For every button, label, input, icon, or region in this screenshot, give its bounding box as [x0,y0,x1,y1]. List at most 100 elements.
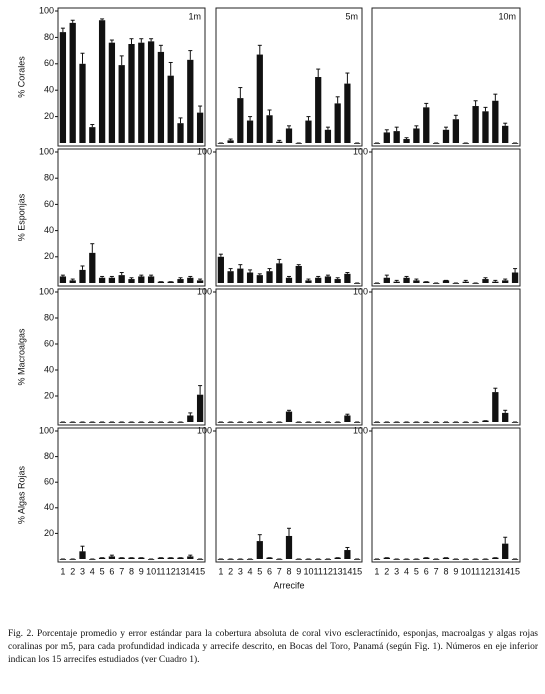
bar [59,276,67,283]
x-tick-label: 15 [352,566,362,576]
panel-title: 5m [345,11,358,21]
bar [266,115,273,143]
x-tick-label: 11 [471,566,480,576]
x-tick-label: 7 [434,566,439,576]
y-tick-label: 100 [197,425,212,435]
panel-title: 10m [498,11,516,21]
bar [502,543,509,559]
x-tick-label: 12 [323,566,333,576]
x-tick-label: 7 [277,566,282,576]
bar [167,557,174,559]
bar [482,111,489,143]
panel-frame [215,427,363,563]
bar [511,272,519,283]
bar [217,256,224,283]
bar [413,128,420,143]
bar [344,83,351,143]
bar [128,279,135,283]
y-tick-label: 100 [353,425,368,435]
bar [305,120,312,143]
x-tick-label: 15 [510,566,520,576]
y-tick-label: 100 [39,146,54,156]
y-tick-label: 40 [44,364,54,374]
x-tick-label: 1 [218,566,223,576]
y-tick-label: 20 [44,111,54,121]
bar [187,556,194,559]
bar [502,280,509,283]
bar [266,271,273,283]
y-tick-label: 20 [44,390,54,400]
bar [285,411,293,422]
bar [98,20,106,144]
x-tick-label: 9 [296,566,301,576]
x-tick-label: 1 [374,566,379,576]
bar [138,276,145,283]
bar [157,281,165,283]
x-tick-label: 6 [424,566,429,576]
x-tick-label: 10 [146,566,156,576]
y-tick-label: 60 [44,477,54,487]
x-tick-label: 7 [119,566,124,576]
bar [334,557,341,559]
bar [177,557,184,559]
bar [472,106,479,143]
bar [157,51,165,143]
bar [492,392,499,422]
bar [492,281,499,283]
bar [334,279,341,283]
panel-frame [57,7,206,147]
bar [383,132,390,143]
bar [285,128,293,143]
x-tick-label: 13 [333,566,343,576]
y-tick-label: 80 [44,173,54,183]
x-tick-label: 3 [238,566,243,576]
bar [59,32,67,144]
x-tick-label: 6 [109,566,114,576]
bar [295,265,302,283]
bar [196,394,204,422]
bar [69,22,76,144]
y-tick-label: 80 [44,32,54,42]
bar [246,272,254,283]
bar [187,415,194,422]
panel-frame [215,7,363,147]
bar [383,277,390,283]
bar [138,42,145,143]
y-tick-label: 60 [44,58,54,68]
panel-frame [371,427,521,563]
y-tick-label: 80 [44,312,54,322]
bar [482,420,489,422]
y-tick-label: 100 [39,425,54,435]
bar [315,77,322,143]
y-axis-label: % Algas Rojas [16,465,26,524]
panel-title: 1m [188,11,201,21]
bar [128,44,135,143]
bar [98,557,106,559]
y-tick-label: 60 [44,338,54,348]
panel-frame [371,288,521,426]
x-tick-label: 12 [166,566,176,576]
x-tick-label: 14 [342,566,352,576]
bar [147,276,155,283]
bar [128,557,135,559]
bar [492,100,499,143]
y-tick-label: 100 [197,146,212,156]
x-tick-label: 13 [490,566,500,576]
bar [118,65,125,143]
bar [393,131,400,143]
x-tick-label: 2 [384,566,389,576]
bar [462,281,469,283]
x-tick-label: 11 [314,566,323,576]
panel-frame [57,288,206,426]
panel-frame [57,427,206,563]
bar [108,277,116,283]
bar [334,103,341,143]
bar [276,263,283,283]
bar [423,557,430,559]
bar [147,41,155,143]
x-tick-label: 8 [286,566,291,576]
bar [315,277,322,283]
bar [108,42,116,143]
y-tick-label: 40 [44,85,54,95]
